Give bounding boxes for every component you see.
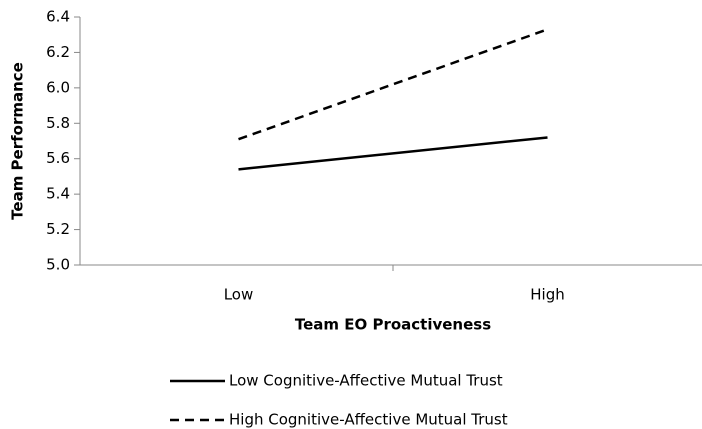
- x-tick-label: High: [530, 286, 564, 304]
- y-axis-title: Team Performance: [9, 62, 27, 220]
- x-axis-title: Team EO Proactiveness: [295, 316, 491, 334]
- y-tick-label: 6.0: [46, 78, 70, 96]
- y-tick-label: 6.4: [46, 8, 70, 26]
- legend-label: Low Cognitive-Affective Mutual Trust: [229, 372, 503, 390]
- y-tick-label: 6.2: [46, 43, 70, 61]
- y-tick-label: 5.4: [46, 185, 70, 203]
- series-line: [238, 28, 548, 141]
- legend-label: High Cognitive-Affective Mutual Trust: [229, 411, 508, 429]
- y-tick-label: 5.2: [46, 220, 70, 238]
- x-tick-label: Low: [224, 286, 254, 304]
- y-tick-label: 5.0: [46, 256, 70, 274]
- y-tick-label: 5.6: [46, 149, 70, 167]
- y-tick-label: 5.8: [46, 114, 70, 132]
- series-line: [238, 136, 548, 171]
